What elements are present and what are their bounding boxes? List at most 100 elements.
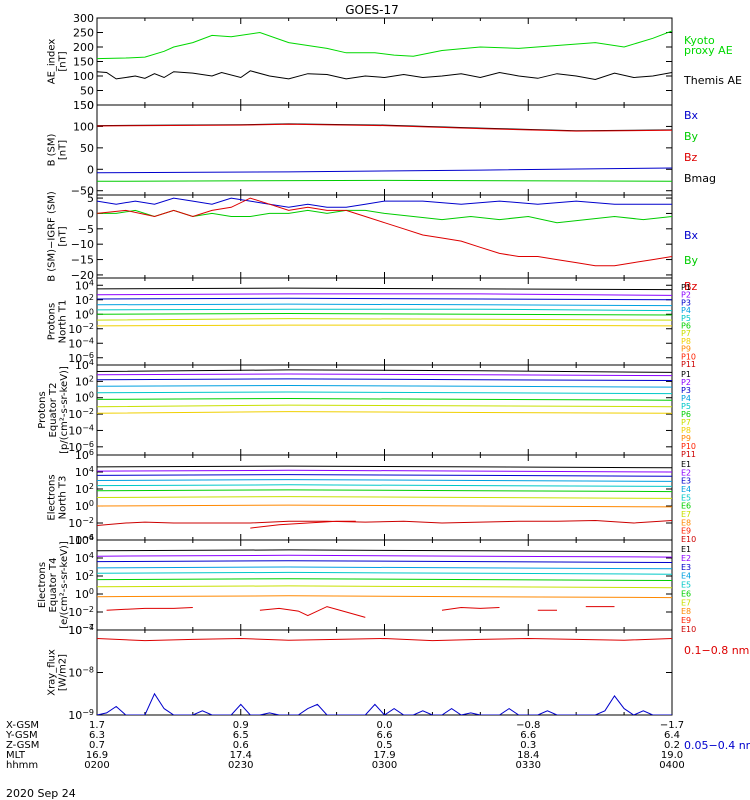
series-line-2 <box>97 554 672 558</box>
y-tick-label: 104 <box>75 465 94 479</box>
legend-entry: Themis AE <box>683 74 742 87</box>
series-line-6 <box>97 578 672 581</box>
y-tick-label: −20 <box>71 269 94 282</box>
x-tick-value: 0300 <box>372 760 397 771</box>
y-axis-label: Equator T2 <box>48 383 59 438</box>
x-tick-value: 0230 <box>228 760 253 771</box>
y-tick-label: 10−7 <box>68 623 94 637</box>
y-tick-label: −50 <box>71 185 94 198</box>
y-tick-label: 106 <box>75 448 94 462</box>
legend-entry: P7 <box>681 418 691 427</box>
x-row-label: MLT <box>6 750 26 761</box>
series-group <box>97 465 672 529</box>
y-tick-label: 100 <box>75 587 94 601</box>
legend-entry: By <box>684 254 699 267</box>
y-axis-label: [W/m2] <box>58 654 69 691</box>
x-tick-value: 17.9 <box>373 750 395 761</box>
y-tick-label: 10−2 <box>68 322 94 336</box>
legend-entry: E5 <box>681 581 691 590</box>
legend-entry: P10 <box>681 442 696 451</box>
legend-entry: Bx <box>684 109 699 122</box>
y-axis-label: [e/(cm²-s-sr-keV)] <box>59 541 70 629</box>
series-line-9 <box>97 519 672 526</box>
y-tick-label: 150 <box>73 99 94 112</box>
series-line-8 <box>97 504 672 508</box>
x-tick-value: 17.4 <box>230 750 252 761</box>
series-line-11 <box>441 606 500 611</box>
y-tick-label: −10 <box>71 238 94 251</box>
panel-frame <box>96 364 673 456</box>
x-tick-value: 0.5 <box>377 740 393 751</box>
x-tick-value: 0.7 <box>89 740 105 751</box>
legend-entry: P6 <box>681 410 691 419</box>
y-tick-label: 100 <box>75 307 94 321</box>
legend-entry: Kyoto <box>684 34 715 47</box>
series-line-2 <box>97 209 672 224</box>
series-line-3 <box>97 474 672 477</box>
panel-frame <box>96 194 673 279</box>
series-line-1 <box>97 549 672 553</box>
y-tick-label: 102 <box>75 293 94 307</box>
series-line-4 <box>97 479 672 482</box>
x-tick-value: 0.2 <box>664 740 680 751</box>
series-group <box>97 637 672 715</box>
x-tick-value: 1.7 <box>89 720 105 731</box>
y-axis-label: Protons <box>37 391 48 428</box>
legend-entry: E10 <box>681 625 696 634</box>
series-group <box>97 123 672 182</box>
panel-frame <box>96 539 673 631</box>
y-tick-label: 0 <box>87 99 94 112</box>
x-tick-value: 6.6 <box>520 730 536 741</box>
y-tick-label: 104 <box>75 358 94 372</box>
legend-entry: E10 <box>681 535 696 544</box>
legend-entry: E9 <box>681 527 691 536</box>
legend-entry: E7 <box>681 510 691 519</box>
x-tick-value: 0.6 <box>233 740 249 751</box>
legend-entry: P10 <box>681 352 696 361</box>
legend-entry: Bz <box>684 151 698 164</box>
series-line-2 <box>97 70 672 81</box>
series-line-2 <box>97 373 672 377</box>
series-line-8 <box>97 595 672 599</box>
series-line-8 <box>97 411 672 414</box>
x-tick-value: 18.4 <box>517 750 539 761</box>
legend-entry: E7 <box>681 598 691 607</box>
series-line-4 <box>97 179 672 182</box>
legend-entry: P11 <box>681 360 696 369</box>
series-line-1 <box>97 30 672 60</box>
y-tick-label: 100 <box>75 391 94 405</box>
panel-3: −20 −15 −10 −5 0 5 B (SM)−IGRF (SM) [nT] Bx By Bz <box>47 191 699 293</box>
x-row-label: Y-GSM <box>5 730 38 741</box>
date-label: 2020 Sep 24 <box>6 787 76 800</box>
y-tick-label: 104 <box>75 278 94 292</box>
legend-entry: E2 <box>681 554 691 563</box>
y-axis-label: Electrons <box>47 474 58 520</box>
y-tick-label: −15 <box>71 254 94 267</box>
y-tick-label: 10−4 <box>68 423 94 437</box>
legend-entry: E6 <box>681 502 691 511</box>
y-tick-label: 300 <box>73 12 94 25</box>
y-axis-label: Electrons <box>37 562 48 608</box>
series-line-4 <box>97 566 672 570</box>
series-line-2 <box>97 469 672 473</box>
y-tick-label: 102 <box>75 374 94 388</box>
legend-entry: P3 <box>681 386 691 395</box>
legend-entry: P11 <box>681 450 696 459</box>
y-axis-label: Xray_flux <box>47 649 58 696</box>
y-axis-label: North T1 <box>58 300 69 344</box>
series-line-3 <box>97 378 672 381</box>
legend-entry: P1 <box>681 370 691 379</box>
legend-entry: P4 <box>681 394 691 403</box>
series-line-1 <box>97 197 672 208</box>
x-tick-value: −0.8 <box>516 720 540 731</box>
series-line-4 <box>97 384 672 388</box>
plot-title: GOES-17 <box>345 3 399 17</box>
series-line-10 <box>250 520 356 529</box>
y-tick-label: 102 <box>75 569 94 583</box>
legend-entry: E2 <box>681 468 691 477</box>
legend-entry: P8 <box>681 337 691 346</box>
legend-entry: P2 <box>681 378 691 387</box>
